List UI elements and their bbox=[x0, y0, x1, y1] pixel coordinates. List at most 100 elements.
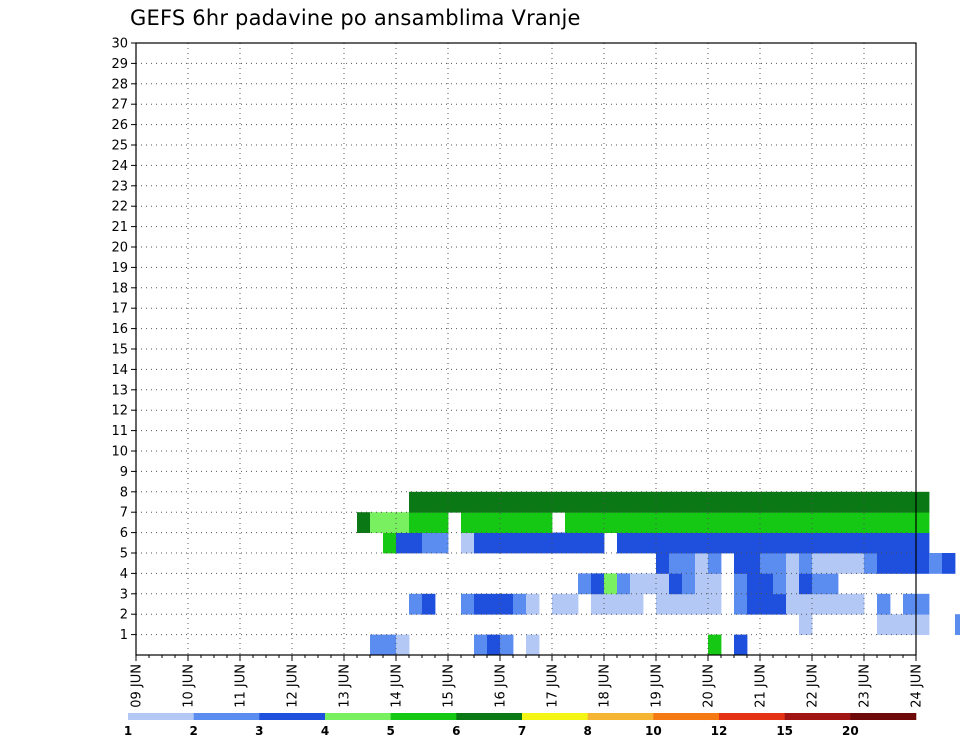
heatmap-cell bbox=[851, 553, 865, 574]
heatmap-cell bbox=[799, 532, 813, 554]
heatmap-cell bbox=[474, 634, 488, 656]
x-tick-label: 16 JUN bbox=[494, 664, 509, 708]
heatmap-cell bbox=[760, 512, 774, 533]
heatmap-cell bbox=[370, 634, 384, 656]
heatmap-cell bbox=[747, 532, 761, 554]
y-tick-label: 24 bbox=[111, 159, 128, 174]
heatmap-cell bbox=[643, 512, 657, 533]
y-tick-label: 10 bbox=[111, 445, 128, 460]
x-tick-label: 22 JUN bbox=[806, 664, 821, 708]
legend-label: 7 bbox=[518, 724, 526, 738]
heatmap-cell bbox=[734, 634, 748, 656]
heatmap-cell bbox=[773, 491, 787, 513]
heatmap-cell bbox=[773, 532, 787, 554]
legend-label: 2 bbox=[189, 724, 197, 738]
y-tick-label: 9 bbox=[120, 465, 128, 480]
heatmap-cell bbox=[526, 491, 540, 513]
heatmap-cell bbox=[838, 553, 852, 574]
heatmap-cell bbox=[734, 512, 748, 533]
heatmap-cell bbox=[812, 512, 826, 533]
heatmap-cell bbox=[591, 532, 605, 554]
y-tick-label: 4 bbox=[120, 567, 128, 582]
y-axis: 1234567891011121314151617181920212223242… bbox=[111, 37, 136, 643]
heatmap-cell bbox=[474, 532, 488, 554]
legend-swatch bbox=[128, 713, 194, 720]
chart-title: GEFS 6hr padavine po ansamblima Vranje bbox=[130, 6, 581, 30]
heatmap-cell bbox=[565, 593, 579, 615]
heatmap-cell bbox=[435, 491, 449, 513]
legend-swatch bbox=[653, 713, 720, 720]
heatmap-cell bbox=[786, 491, 800, 513]
heatmap-cell bbox=[617, 491, 631, 513]
heatmap-cell bbox=[877, 593, 891, 615]
heatmap-cell bbox=[747, 491, 761, 513]
legend-label: 4 bbox=[321, 724, 329, 738]
heatmap-cell bbox=[695, 553, 709, 574]
heatmap-cell bbox=[487, 491, 501, 513]
heatmap-cell bbox=[864, 512, 878, 533]
heatmap-cell bbox=[773, 593, 787, 615]
heatmap-cell bbox=[916, 553, 930, 574]
heatmap-cell bbox=[630, 593, 644, 615]
heatmap-cell bbox=[760, 573, 774, 595]
heatmap-cell bbox=[669, 553, 683, 574]
heatmap-cell bbox=[461, 512, 475, 533]
heatmap-cell bbox=[513, 593, 527, 615]
x-tick-label: 24 JUN bbox=[910, 664, 925, 708]
heatmap-cell bbox=[526, 532, 540, 554]
heatmap-cell bbox=[799, 593, 813, 615]
heatmap-cell bbox=[877, 614, 891, 635]
legend-label: 8 bbox=[583, 724, 591, 738]
heatmap-cell bbox=[682, 573, 696, 595]
heatmap-cell bbox=[604, 593, 618, 615]
heatmap-cell bbox=[877, 491, 891, 513]
heatmap-cell bbox=[851, 532, 865, 554]
y-tick-label: 6 bbox=[120, 526, 128, 541]
heatmap-cell bbox=[565, 512, 579, 533]
heatmap-cell bbox=[656, 532, 670, 554]
heatmap-cell bbox=[916, 614, 930, 635]
heatmap-cell bbox=[851, 512, 865, 533]
heatmap-cell bbox=[786, 512, 800, 533]
heatmap-cell bbox=[734, 532, 748, 554]
heatmap-cell bbox=[877, 553, 891, 574]
heatmap-cell bbox=[903, 614, 917, 635]
y-tick-label: 19 bbox=[111, 261, 128, 276]
heatmap-cell bbox=[396, 532, 410, 554]
heatmap-cell bbox=[461, 593, 475, 615]
heatmap-cell bbox=[890, 614, 904, 635]
heatmap-cell bbox=[617, 593, 631, 615]
heatmap-cell bbox=[812, 553, 826, 574]
heatmap-cell bbox=[734, 553, 748, 574]
y-tick-label: 18 bbox=[111, 281, 128, 296]
heatmap-cell bbox=[591, 512, 605, 533]
heatmap-cell bbox=[851, 491, 865, 513]
heatmap-cell bbox=[461, 532, 475, 554]
heatmap-cell bbox=[890, 512, 904, 533]
heatmap-cell bbox=[474, 593, 488, 615]
heatmap-cell bbox=[695, 532, 709, 554]
y-tick-label: 30 bbox=[111, 37, 128, 52]
legend-swatch bbox=[325, 713, 391, 720]
heatmap-cell bbox=[708, 512, 722, 533]
heatmap-cell bbox=[487, 634, 501, 656]
heatmap-cell bbox=[786, 593, 800, 615]
heatmap-cell bbox=[526, 593, 540, 615]
heatmap-cell bbox=[448, 491, 462, 513]
heatmap-cell bbox=[721, 491, 735, 513]
heatmap-cell bbox=[825, 553, 839, 574]
y-tick-label: 5 bbox=[120, 547, 128, 562]
heatmap-cell bbox=[682, 593, 696, 615]
heatmap-cell bbox=[903, 491, 917, 513]
heatmap-cell bbox=[578, 532, 592, 554]
legend-swatch bbox=[850, 713, 917, 720]
heatmap-cell bbox=[656, 491, 670, 513]
y-tick-label: 23 bbox=[111, 179, 128, 194]
heatmap-cell bbox=[903, 512, 917, 533]
heatmap-cell bbox=[669, 512, 683, 533]
y-tick-label: 12 bbox=[111, 404, 128, 419]
heatmap-cells bbox=[357, 491, 960, 656]
heatmap-cell bbox=[526, 512, 540, 533]
heatmap-cell bbox=[630, 512, 644, 533]
